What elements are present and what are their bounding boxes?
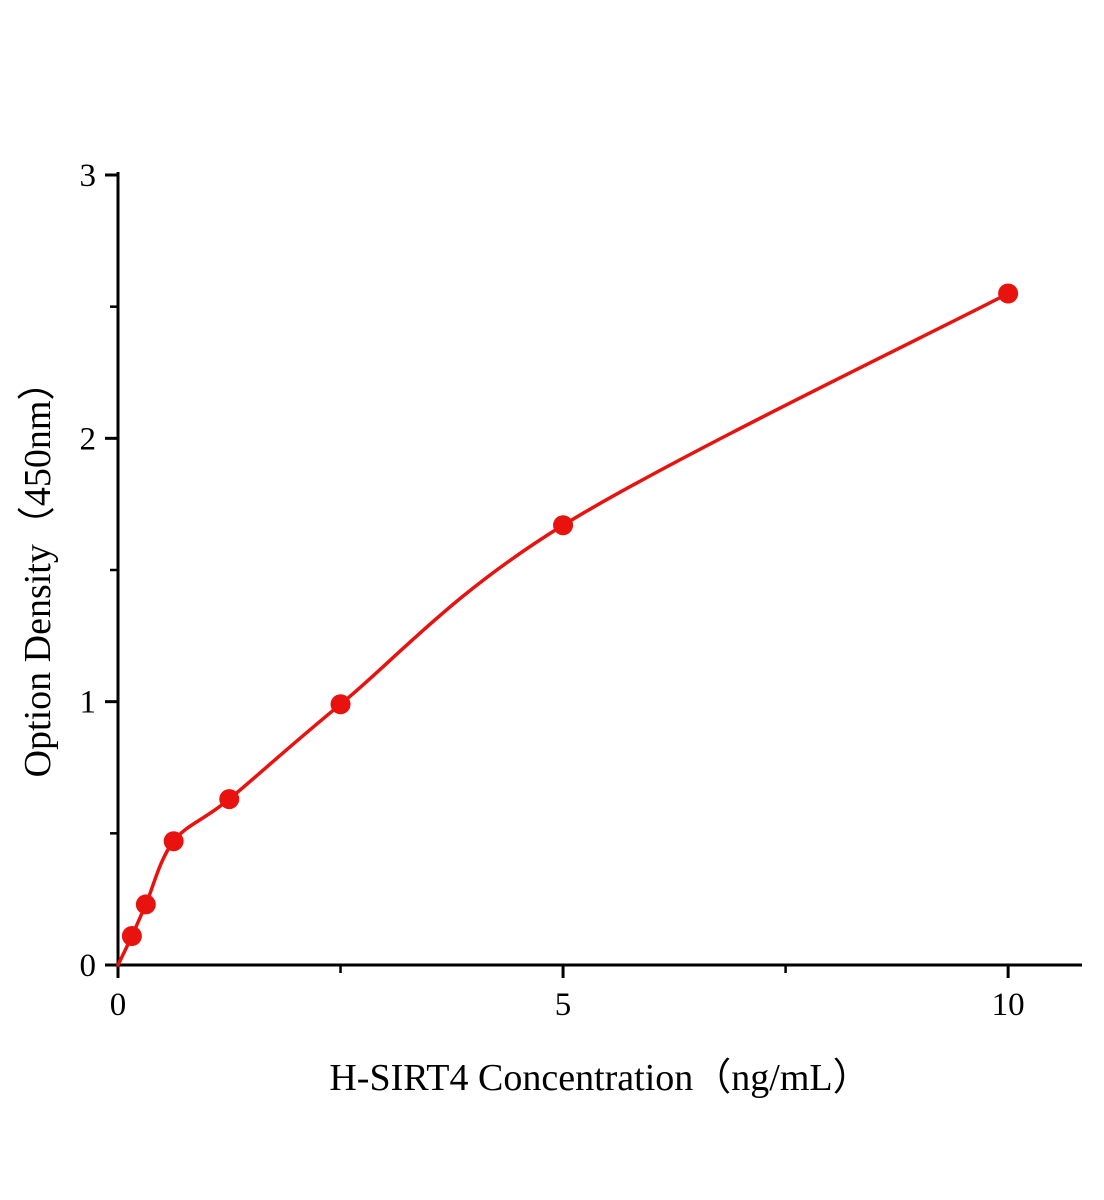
y-tick-label: 3 [80, 158, 97, 194]
x-tick-label: 0 [110, 987, 127, 1023]
y-tick-label: 0 [80, 948, 97, 984]
data-point [219, 789, 240, 810]
x-tick-label: 10 [992, 987, 1025, 1023]
data-point [121, 926, 142, 947]
data-layer [116, 283, 1019, 967]
x-axis-title: H-SIRT4 Concentration（ng/mL） [329, 1057, 870, 1099]
data-point [553, 515, 574, 536]
y-axis-title: Option Density（450nm） [17, 363, 59, 778]
fit-curve [116, 291, 1010, 967]
x-tick-label: 5 [555, 987, 572, 1023]
data-point [163, 831, 184, 852]
data-point [998, 283, 1019, 304]
y-tick-label: 2 [80, 421, 97, 457]
data-point [135, 894, 156, 915]
data-point [330, 694, 351, 715]
y-tick-label: 1 [80, 685, 97, 721]
axes-layer: 0 5 10 0 1 2 3 [80, 158, 1082, 1023]
